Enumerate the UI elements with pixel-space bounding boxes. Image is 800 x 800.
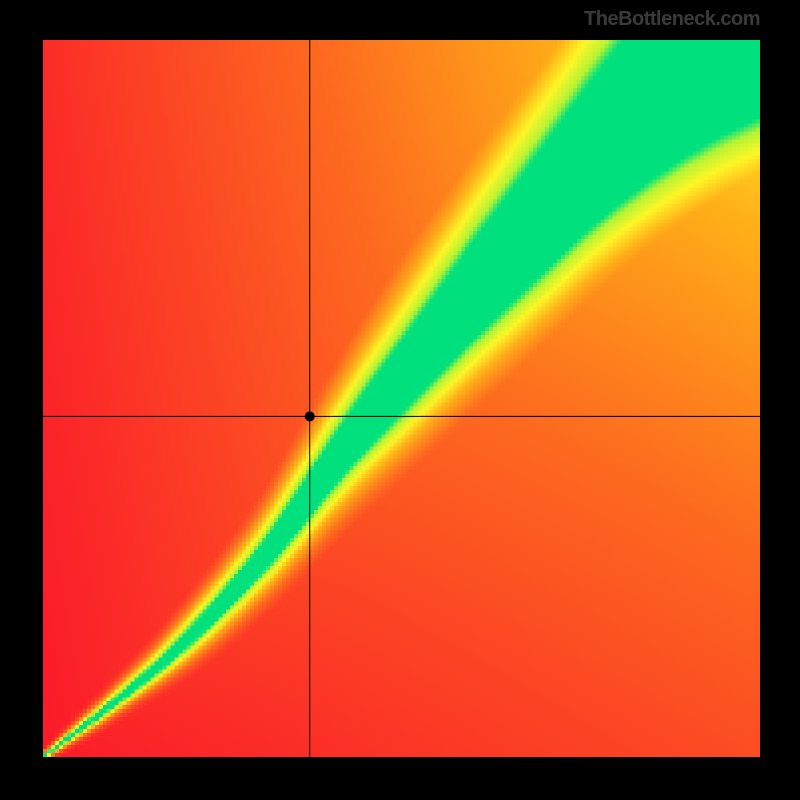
chart-container: TheBottleneck.com bbox=[0, 0, 800, 800]
crosshair-marker bbox=[305, 411, 315, 421]
watermark-text: TheBottleneck.com bbox=[584, 8, 760, 31]
plot-area bbox=[43, 40, 760, 757]
heatmap-svg bbox=[43, 40, 760, 757]
